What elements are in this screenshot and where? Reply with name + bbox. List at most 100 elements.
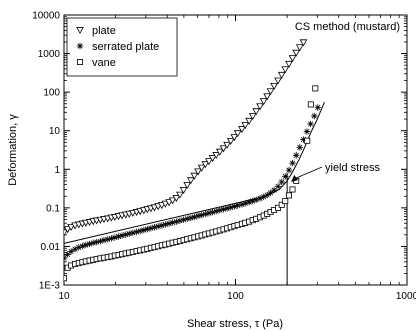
data-point-plate xyxy=(266,88,275,96)
series-serrated-plate xyxy=(64,104,322,262)
data-point-vane-shape xyxy=(64,275,68,282)
data-point-serrated-plate-shape xyxy=(136,227,144,235)
yield-arrow-head xyxy=(291,175,299,182)
data-point-serrated-plate-shape xyxy=(144,225,151,233)
data-point-plate xyxy=(215,148,224,156)
data-point-plate-shape xyxy=(67,223,75,231)
data-point-plate-shape xyxy=(233,130,242,138)
data-point-plate-shape xyxy=(248,113,257,121)
data-point-serrated-plate xyxy=(220,206,227,213)
data-point-plate xyxy=(194,168,202,176)
data-point-serrated-plate xyxy=(198,211,205,219)
data-point-serrated-plate-shape xyxy=(129,229,137,237)
data-point-plate xyxy=(67,223,75,231)
data-point-serrated-plate xyxy=(231,203,238,210)
data-point-serrated-plate-shape xyxy=(285,166,293,174)
legend-label-serrated-plate: serrated plate xyxy=(92,41,159,53)
data-point-serrated-plate xyxy=(140,226,148,234)
axis-ticks: 10 100 1000 1E-3 0.01 0.1 1 10 100 1000 10000 xyxy=(32,11,416,303)
data-point-plate-shape xyxy=(292,49,301,57)
data-point-serrated-plate xyxy=(180,216,187,223)
data-point-serrated-plate xyxy=(314,104,322,111)
data-point-serrated-plate-shape xyxy=(79,242,86,250)
y-tick-label: 1E-3 xyxy=(39,281,61,292)
data-point-plate xyxy=(270,82,279,90)
data-point-serrated-plate xyxy=(75,244,83,251)
data-point-plate xyxy=(64,229,68,237)
legend-marker-serrated-plate xyxy=(76,42,84,50)
data-point-serrated-plate xyxy=(79,242,86,250)
data-point-serrated-plate xyxy=(165,220,173,227)
data-point-serrated-plate xyxy=(115,233,122,240)
data-point-serrated-plate xyxy=(278,178,285,186)
data-point-plate xyxy=(161,200,170,208)
legend-frame xyxy=(66,17,178,77)
y-tick-label: 100 xyxy=(43,88,60,99)
data-point-serrated-plate xyxy=(108,235,115,242)
data-point-serrated-plate-shape xyxy=(314,104,322,111)
legend-marker-serrated-plate-shape xyxy=(76,42,84,50)
data-point-serrated-plate-shape xyxy=(252,196,260,203)
data-point-plate-shape xyxy=(64,229,68,237)
data-point-serrated-plate-shape xyxy=(184,215,191,223)
data-point-plate xyxy=(190,172,199,180)
data-point-serrated-plate-shape xyxy=(122,231,129,238)
data-point-serrated-plate xyxy=(216,206,224,214)
data-point-plate xyxy=(168,197,177,205)
data-point-plate-shape xyxy=(263,93,272,101)
data-point-plate-shape xyxy=(194,168,202,176)
data-point-vane xyxy=(275,204,282,211)
x-axis-label: Shear stress, τ (Pa) xyxy=(187,318,283,330)
legend-marker-vane xyxy=(77,59,84,66)
data-point-serrated-plate-shape xyxy=(245,199,253,206)
data-point-plate xyxy=(186,177,195,185)
data-point-serrated-plate xyxy=(249,197,256,205)
data-point-vane xyxy=(282,198,289,205)
data-point-serrated-plate xyxy=(187,214,195,222)
data-point-serrated-plate-shape xyxy=(209,209,216,216)
y-tick-label: 10 xyxy=(49,126,61,137)
data-point-plate-shape xyxy=(223,141,231,149)
data-point-plate xyxy=(299,39,308,47)
data-point-serrated-plate xyxy=(238,201,246,208)
data-point-plate-shape xyxy=(288,55,297,63)
data-point-vane-shape xyxy=(282,198,289,205)
data-point-vane-shape xyxy=(307,101,314,108)
data-point-plate-shape xyxy=(215,148,224,156)
annotation-layer xyxy=(291,166,323,182)
data-point-serrated-plate xyxy=(194,212,202,220)
data-point-plate xyxy=(288,55,297,63)
data-point-vane-shape xyxy=(289,186,296,193)
data-point-serrated-plate-shape xyxy=(158,222,166,229)
data-point-serrated-plate xyxy=(311,112,318,120)
data-point-serrated-plate-shape xyxy=(278,178,285,186)
data-point-serrated-plate xyxy=(191,213,198,221)
data-point-plate-shape xyxy=(172,195,181,203)
data-point-serrated-plate-shape xyxy=(307,120,314,128)
data-point-plate-shape xyxy=(241,122,250,130)
data-point-plate-shape xyxy=(219,145,228,153)
data-point-serrated-plate-shape xyxy=(249,197,256,205)
data-point-plate-shape xyxy=(230,134,239,142)
data-point-vane xyxy=(312,85,319,92)
data-point-plate xyxy=(277,71,286,79)
legend-label-plate: plate xyxy=(92,25,116,37)
data-point-plate xyxy=(292,49,301,57)
data-point-serrated-plate-shape xyxy=(213,207,220,215)
data-point-serrated-plate-shape xyxy=(231,203,238,210)
data-point-serrated-plate xyxy=(133,228,140,236)
data-point-serrated-plate xyxy=(176,217,184,224)
data-point-plate-shape xyxy=(266,88,275,96)
data-point-plate-shape xyxy=(205,158,213,166)
data-point-plate xyxy=(64,226,72,234)
data-point-serrated-plate xyxy=(144,225,151,233)
x-tick-label: 100 xyxy=(227,291,244,302)
data-point-serrated-plate-shape xyxy=(118,232,126,239)
data-point-serrated-plate xyxy=(151,224,158,231)
data-point-plate xyxy=(165,199,173,207)
data-point-serrated-plate-shape xyxy=(86,240,93,248)
data-point-serrated-plate xyxy=(122,231,129,238)
data-point-vane-shape xyxy=(275,204,282,211)
data-point-serrated-plate xyxy=(227,204,234,211)
data-point-plate-shape xyxy=(274,77,282,85)
